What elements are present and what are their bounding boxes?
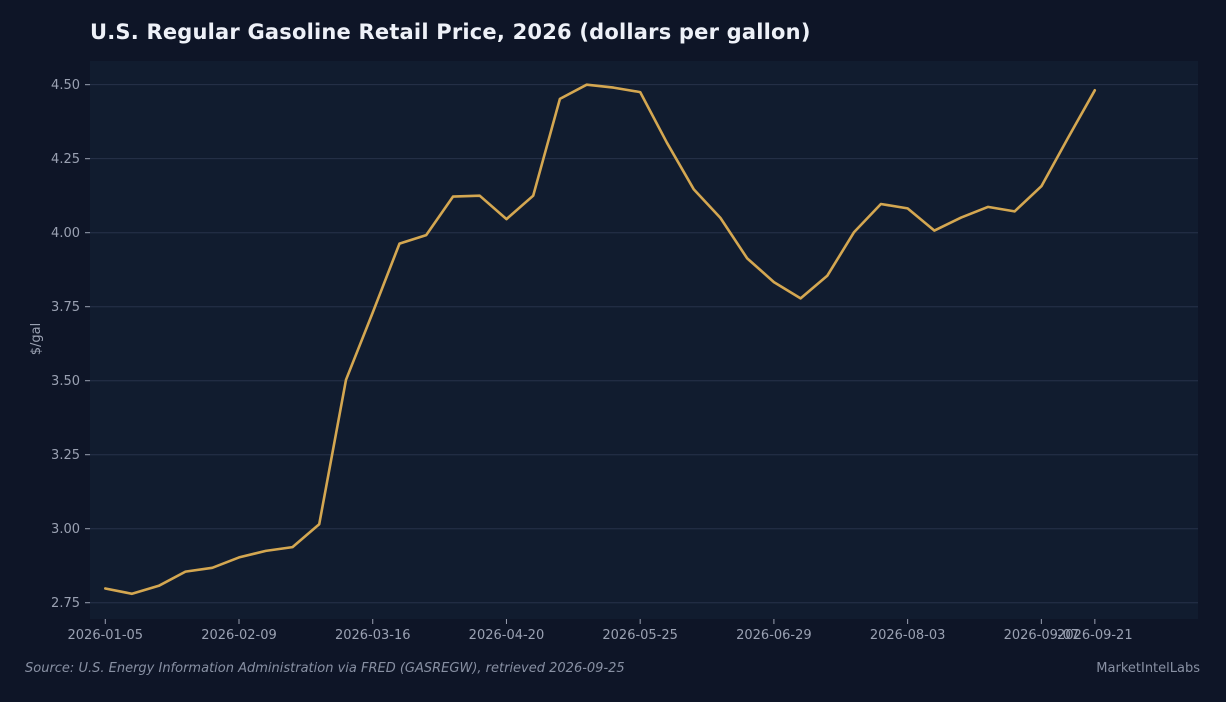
y-axis: 2.75 3.00 3.25 3.50 3.75 4.00 4.25 4.50 <box>51 78 90 611</box>
y-axis-label: $/gal <box>29 323 44 355</box>
x-tick-label: 2026-04-20 <box>469 628 545 643</box>
y-tick-label: 3.50 <box>51 374 80 389</box>
y-tick-label: 3.75 <box>51 300 80 315</box>
price-series-line <box>104 83 1097 596</box>
y-tick-label: 4.25 <box>51 152 80 167</box>
y-tick-label: 2.75 <box>51 596 80 611</box>
x-tick-label: 2026-08-03 <box>870 628 946 643</box>
y-tick-label: 3.00 <box>51 522 80 537</box>
gridlines <box>90 84 1198 604</box>
x-tick-label: 2026-09-07 <box>1004 628 1080 643</box>
x-axis: 2026-01-05 2026-02-09 2026-03-16 2026-04-20… <box>68 619 1133 643</box>
x-tick-label: 2026-01-05 <box>68 628 144 643</box>
x-tick-label: 2026-06-29 <box>736 628 812 643</box>
x-tick-label: 2026-05-25 <box>602 628 678 643</box>
x-tick-label: 2026-02-09 <box>201 628 277 643</box>
brand-label: MarketIntelLabs <box>1096 661 1200 676</box>
series-layer <box>104 83 1097 596</box>
plot-area <box>90 61 1198 619</box>
x-tick-label: 2026-09-21 <box>1057 628 1133 643</box>
y-tick-label: 4.50 <box>51 78 80 93</box>
y-tick-label: 4.00 <box>51 226 80 241</box>
y-tick-label: 3.25 <box>51 448 80 463</box>
chart-title: U.S. Regular Gasoline Retail Price, 2026… <box>90 20 811 44</box>
x-tick-label: 2026-03-16 <box>335 628 411 643</box>
source-note: Source: U.S. Energy Information Administ… <box>25 661 625 676</box>
